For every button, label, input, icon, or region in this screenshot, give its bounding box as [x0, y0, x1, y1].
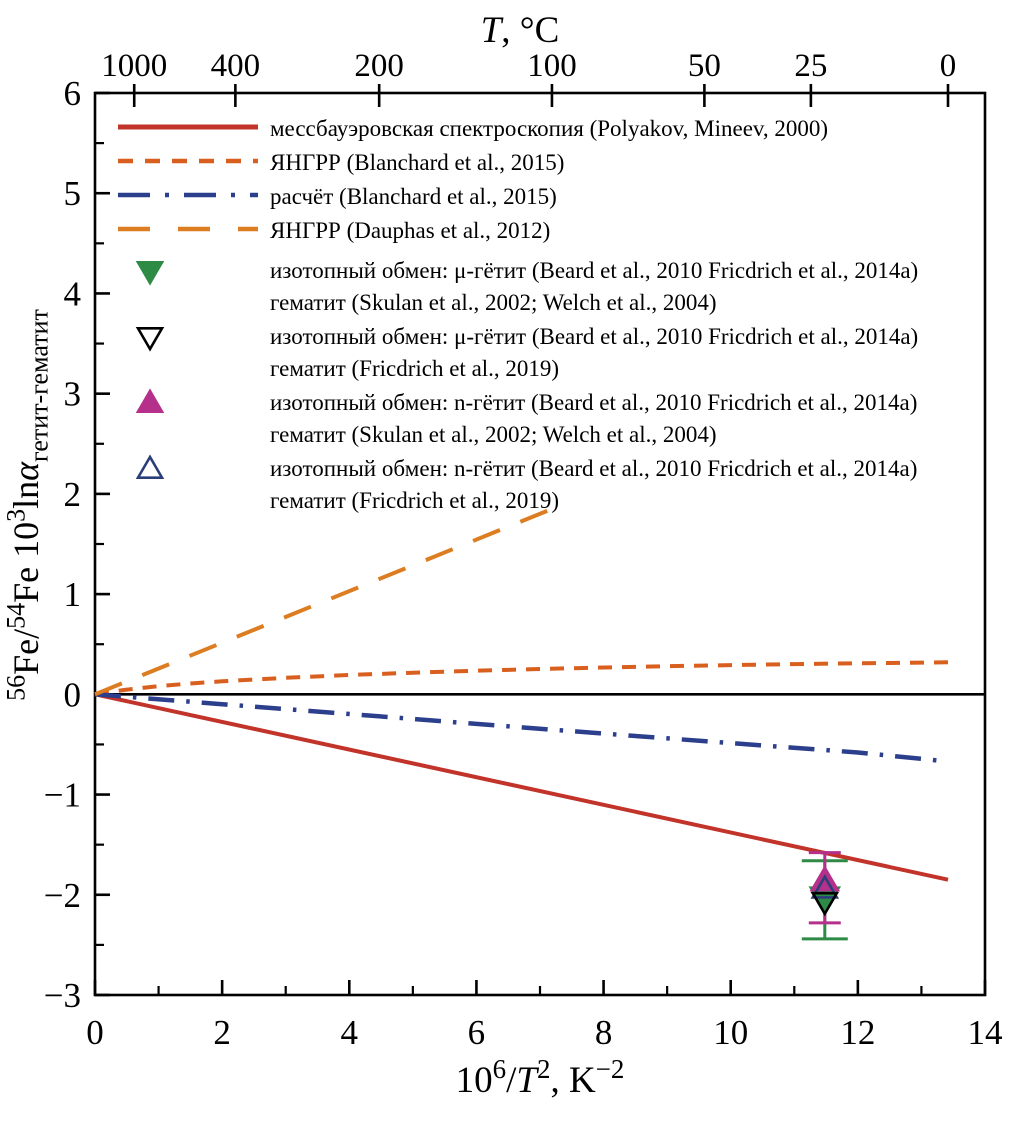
legend-item-3: ЯНГРР (Dauphas et al., 2012) [118, 218, 550, 243]
y-tick-label: −1 [44, 776, 81, 815]
axis-title-part: 3 [1, 509, 30, 522]
series-group [94, 507, 949, 882]
axis-title-part: 6 [493, 1054, 507, 1084]
x-tick-label: 10 [713, 1013, 748, 1052]
legend-item-4: изотопный обмен: μ-гётит (Beard et al., … [135, 258, 918, 315]
top-axis-tick-label: 200 [354, 48, 404, 84]
axis-title-part: α [6, 461, 46, 481]
legend-label: ЯНГРР (Blanchard et al., 2015) [270, 150, 564, 175]
y-tick-label: 6 [64, 74, 82, 113]
axis-title-part: T [516, 1060, 539, 1101]
y-tick-label: 2 [64, 475, 82, 514]
axis-title-part: , K [550, 1060, 596, 1101]
top-axis-tick-label: 400 [211, 48, 261, 84]
series-yangrr-dauphas-2012 [94, 507, 553, 697]
series-polyakov-mineev-2000 [94, 692, 949, 882]
legend-item-2: расчёт (Blanchard et al., 2015) [118, 184, 557, 209]
x-tick-label: 4 [341, 1013, 359, 1052]
legend-label-line2: гематит (Skulan et al., 2002; Welch et a… [270, 422, 717, 447]
axis-title-part: Fe 10 [6, 522, 46, 603]
axis-title-part: / [506, 1060, 517, 1101]
axis-title-part: 54 [1, 603, 30, 629]
legend: мессбауэровская спектроскопия (Polyakov,… [118, 116, 918, 513]
series-yangrr-blanchard-2015 [94, 660, 949, 697]
marker-mu-goethite-hematite-friedrich [810, 891, 840, 917]
x-tick-label: 0 [86, 1013, 104, 1052]
axis-title-part: T [481, 10, 504, 51]
legend-item-0: мессбауэровская спектроскопия (Polyakov,… [118, 116, 828, 141]
legend-label: расчёт (Blanchard et al., 2015) [270, 184, 557, 209]
series-raschet-blanchard-2015 [94, 692, 949, 764]
x-tick-label: 8 [595, 1013, 613, 1052]
legend-item-6: изотопный обмен: n-гётит (Beard et al., … [135, 388, 917, 447]
legend-label: ЯНГРР (Dauphas et al., 2012) [270, 218, 550, 243]
axis-title-part: Fe/ [6, 629, 46, 675]
axis-title-part: 56 [1, 675, 30, 701]
axis-title-part: , °C [501, 10, 559, 51]
legend-item-7: изотопный обмен: n-гётит (Beard et al., … [135, 454, 917, 513]
top-axis-tick-label: 100 [527, 48, 577, 84]
top-axis-tick-label: 0 [940, 48, 957, 84]
y-tick-label: −3 [44, 976, 81, 1015]
x-tick-label: 6 [468, 1013, 486, 1052]
axis-title-part: 10 [456, 1060, 493, 1101]
y-tick-label: 3 [64, 375, 82, 414]
legend-label-line1: изотопный обмен: μ-гётит (Beard et al., … [270, 258, 918, 283]
y-axis-title: 56Fe/54Fe 103lnαгетит-гематит [1, 309, 53, 701]
axis-title-part: ln [6, 481, 46, 509]
axis-title-part: −2 [596, 1054, 625, 1084]
legend-marker-triangle-down [135, 261, 165, 286]
marker-n-goethite-hematite-friedrich [810, 874, 840, 899]
legend-label-line1: изотопный обмен: n-гётит (Beard et al., … [270, 390, 917, 415]
legend-label-line2: гематит (Fricdrich et al., 2019) [270, 488, 559, 513]
x-tick-label: 12 [840, 1013, 875, 1052]
y-tick-label: 0 [64, 675, 82, 714]
axis-title-part: 2 [537, 1054, 551, 1084]
top-axis-tick-label: 25 [794, 48, 827, 84]
top-axis-tick-label: 50 [688, 48, 721, 84]
legend-marker-triangle-up [135, 388, 165, 413]
legend-item-1: ЯНГРР (Blanchard et al., 2015) [118, 150, 564, 175]
legend-label: мессбауэровская спектроскопия (Polyakov,… [270, 116, 828, 141]
y-tick-label: 4 [64, 274, 82, 313]
legend-marker-triangle-up-open [135, 454, 165, 479]
legend-marker-triangle-down-open [135, 327, 165, 352]
x-tick-label: 14 [968, 1013, 1003, 1052]
y-tick-label: 5 [64, 174, 82, 213]
legend-label-line1: изотопный обмен: μ-гётит (Beard et al., … [270, 324, 918, 349]
y-tick-label: 1 [64, 575, 82, 614]
top-axis-title: T, °C [481, 10, 560, 51]
top-axis-tick-label: 1000 [101, 48, 167, 84]
axis-title-part: гетит-гематит [24, 309, 53, 462]
legend-item-5: изотопный обмен: μ-гётит (Beard et al., … [135, 324, 918, 381]
y-tick-label: −2 [44, 876, 81, 915]
legend-label-line2: гематит (Skulan et al., 2002; Welch et a… [270, 290, 717, 315]
data-points-group [801, 851, 848, 941]
legend-label-line1: изотопный обмен: n-гётит (Beard et al., … [270, 456, 917, 481]
x-tick-label: 2 [213, 1013, 231, 1052]
legend-label-line2: гематит (Fricdrich et al., 2019) [270, 356, 559, 381]
x-axis-title: 106/T2, K−2 [456, 1054, 625, 1101]
